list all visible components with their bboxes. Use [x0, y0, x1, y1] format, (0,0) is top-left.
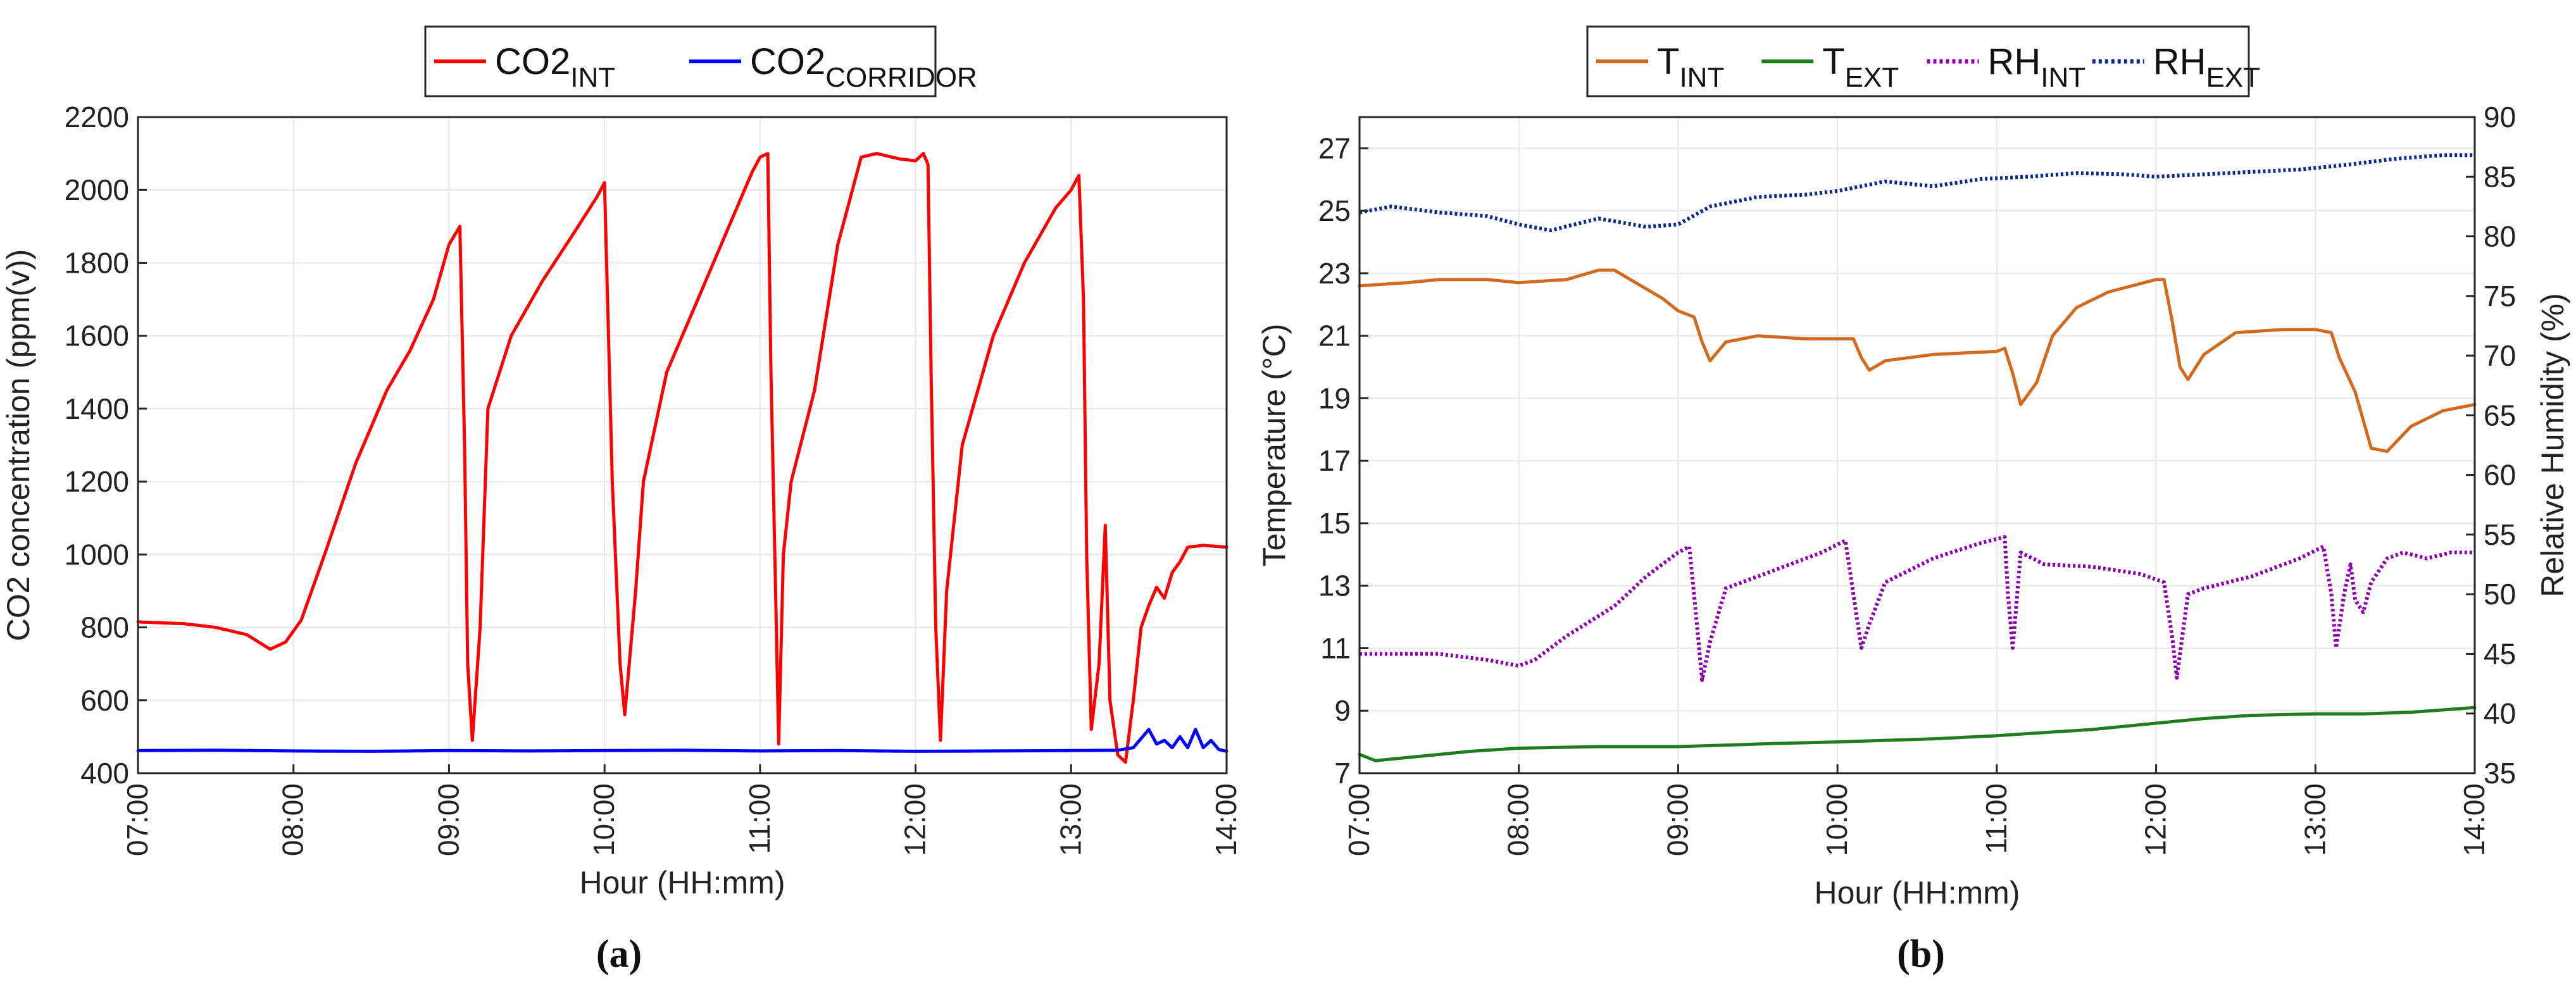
legend: TINT TEXT RHINT RHEXT: [1586, 25, 2260, 97]
legend-label-text: TEXT: [1822, 41, 1899, 93]
x-tick-label: 08:00: [277, 783, 309, 856]
legend-label-sub: INT: [570, 62, 615, 93]
legend-label-sub: CORRIDOR: [825, 62, 977, 93]
y2-axis-label: Relative Humidity (%): [2535, 293, 2570, 597]
y-tick-label: 23: [1318, 257, 1351, 290]
y-tick-label: 400: [80, 757, 129, 790]
y-tick-label: 2000: [65, 173, 129, 206]
x-tick-label: 10:00: [587, 783, 620, 856]
y-tick-label: 800: [80, 611, 129, 644]
x-tick-label: 14:00: [1210, 783, 1242, 856]
x-tick-label: 12:00: [899, 783, 932, 856]
legend-label-main: T: [1822, 41, 1844, 82]
legend-label-co2int: CO2INT: [495, 41, 615, 93]
y-tick-label: 9: [1334, 694, 1351, 727]
y2-tick-label: 60: [2484, 459, 2516, 492]
plot-frame: [137, 116, 1228, 774]
y-tick-label: 17: [1318, 444, 1351, 477]
series-line-co2corridor: [136, 728, 1229, 753]
y-tick-label: 2200: [65, 101, 129, 134]
panel-caption: (b): [1897, 933, 1945, 976]
y2-tick-label: 40: [2484, 697, 2516, 730]
x-tick-label: 09:00: [432, 783, 465, 856]
y-tick-label: 1000: [65, 538, 129, 571]
x-tick-label: 12:00: [2139, 783, 2172, 856]
legend-label-main: CO2: [495, 41, 570, 82]
y-tick-label: 1800: [65, 246, 129, 279]
legend-label-main: RH: [2153, 41, 2206, 82]
plot-area: [138, 117, 1227, 773]
x-tick-label: 13:00: [1054, 783, 1087, 856]
x-tick-label: 11:00: [743, 783, 776, 854]
chart-panel-b: 07:00 08:00 09:00 10:00 11:00 12:00 13:00 14:00…: [1256, 25, 2570, 976]
x-tick-label: 10:00: [1820, 783, 1853, 856]
x-tick-label: 08:00: [1502, 783, 1535, 856]
legend-box: [424, 25, 937, 97]
x-tick-label: 13:00: [2298, 783, 2331, 856]
legend: CO2INT CO2CORRIDOR: [424, 25, 977, 97]
y-tick-label: 19: [1318, 382, 1351, 414]
x-tick-label: 07:00: [1342, 783, 1375, 856]
x-axis-label: Hour (HH:mm): [580, 865, 785, 900]
legend-label-rhext: RHEXT: [2153, 41, 2260, 93]
legend-label-co2corridor: CO2CORRIDOR: [750, 41, 977, 93]
x-axis-label: Hour (HH:mm): [1815, 875, 2020, 910]
y2-tick-label: 50: [2484, 578, 2516, 611]
plot-frame: [1358, 116, 2476, 774]
y-axis-label: Temperature (°C): [1256, 324, 1292, 567]
series-line-text: [1358, 705, 2477, 762]
y2-tick-label: 90: [2484, 101, 2516, 134]
x-tick-label: 09:00: [1661, 783, 1694, 856]
y-tick-label: 1200: [65, 465, 129, 498]
y2-tick-label: 65: [2484, 399, 2516, 432]
series-line-rhint: [1360, 535, 2475, 682]
y2-tick-label: 75: [2484, 280, 2516, 313]
legend-label-sub: INT: [1679, 62, 1724, 93]
y-tick-label: 15: [1318, 507, 1351, 540]
y2-tick-label: 80: [2484, 220, 2516, 253]
y2-tick-label: 55: [2484, 518, 2516, 551]
legend-label-main: T: [1657, 41, 1679, 82]
legend-label-sub: EXT: [2206, 62, 2261, 93]
legend-label-rhint: RHINT: [1988, 41, 2086, 93]
legend-label-tint: TINT: [1657, 41, 1724, 93]
x-tick-label: 07:00: [121, 783, 154, 856]
legend-label-sub: EXT: [1845, 62, 1899, 93]
y-tick-label: 25: [1318, 194, 1351, 227]
x-tick-label: 11:00: [1980, 783, 2013, 854]
y-tick-label: 27: [1318, 132, 1351, 165]
series-line-rhext: [1359, 153, 2475, 233]
legend-label-sub: INT: [2041, 62, 2085, 93]
legend-label-main: CO2: [750, 41, 825, 82]
y2-tick-label: 85: [2484, 160, 2516, 193]
y-tick-label: 600: [80, 684, 129, 717]
y-tick-label: 7: [1334, 757, 1351, 790]
y-tick-label: 11: [1320, 631, 1351, 664]
y-tick-label: 13: [1318, 569, 1351, 602]
y2-tick-label: 45: [2484, 637, 2516, 670]
chart-panel-a: 07:00 08:00 09:00 10:00 11:00 12:00 13:00 14:00…: [1, 25, 1242, 976]
x-tick-label: 14:00: [2458, 783, 2491, 856]
y-tick-label: 1600: [65, 320, 129, 352]
y2-tick-label: 70: [2484, 339, 2516, 372]
panel-caption: (a): [596, 933, 642, 976]
series-line-co2int: [136, 152, 1229, 764]
plot-area: [1360, 117, 2475, 773]
series-line-tint: [1358, 268, 2477, 453]
y-tick-label: 1400: [65, 392, 129, 425]
y-tick-label: 21: [1318, 320, 1351, 352]
legend-label-main: RH: [1988, 41, 2041, 82]
y-axis-label: CO2 concentration (ppm(v)): [1, 249, 36, 642]
y2-tick-label: 35: [2484, 757, 2516, 790]
